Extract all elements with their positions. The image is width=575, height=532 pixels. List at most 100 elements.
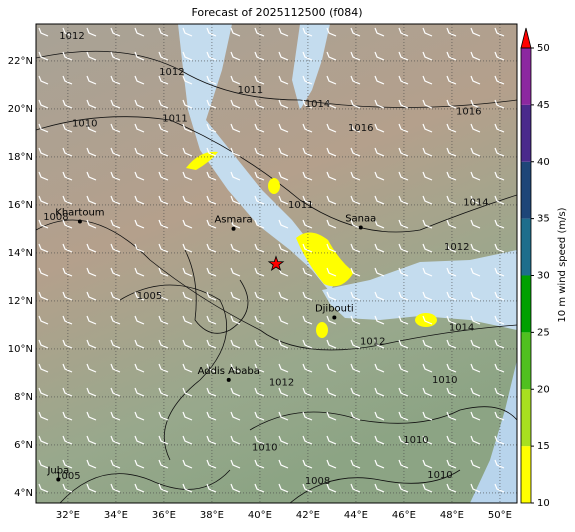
wind-barb [158,315,169,325]
wind-barb [158,291,169,301]
wind-barb [302,99,313,109]
wind-barb [398,27,409,37]
wind-barb [350,435,361,445]
wind-barb [62,75,73,85]
wind-barb [110,339,121,349]
wind-barb [350,363,361,373]
wind-barb [422,99,433,109]
contour-label: 1014 [449,322,474,333]
y-tick-label: 4°N [14,488,33,499]
wind-barb [398,459,409,469]
wind-barb [494,387,505,397]
wind-barb [254,411,265,421]
wind-barb [158,219,169,229]
wind-barb [254,315,265,325]
wind-barb [446,459,457,469]
wind-barb [206,51,217,61]
wind-barb [62,363,73,373]
wind-barb [158,123,169,133]
wind-barb [446,387,457,397]
wind-barb [86,51,97,61]
wind-barb [302,27,313,37]
wind-barb [38,99,49,109]
wind-barb [230,75,241,85]
y-tick-label: 22°N [8,56,33,67]
wind-barb [494,147,505,157]
wind-barb [470,147,481,157]
wind-barb [110,459,121,469]
wind-barb [470,483,481,493]
wind-barb [38,195,49,205]
wind-barb [254,483,265,493]
wind-barb [374,123,385,133]
wind-barb [38,459,49,469]
wind-barb [38,411,49,421]
wind-barb [158,459,169,469]
wind-barb [278,363,289,373]
wind-barb [158,75,169,85]
wind-barb [254,435,265,445]
wind-barb [422,387,433,397]
wind-barb [446,99,457,109]
wind-barb [494,459,505,469]
wind-barb [494,51,505,61]
wind-barb [62,411,73,421]
wind-barb [230,387,241,397]
wind-barb [158,99,169,109]
wind-barb [446,291,457,301]
wind-barb [446,75,457,85]
wind-barb [62,99,73,109]
wind-barb [206,387,217,397]
wind-barb [470,75,481,85]
wind-barb [86,267,97,277]
gulf-of-aden [322,250,517,330]
x-tick-label: 46°E [392,510,416,521]
wind-barb [110,267,121,277]
wind-barb [86,147,97,157]
wind-barb [278,387,289,397]
wind-barb [86,387,97,397]
wind-barb [470,99,481,109]
wind-barb [470,435,481,445]
wind-barb [206,411,217,421]
wind-barb [206,171,217,181]
wind-barb [254,219,265,229]
wind-barb [494,75,505,85]
indian-ocean [470,360,517,503]
contour-label: 1012 [360,337,385,348]
wind-barb [62,147,73,157]
wind-barb [446,435,457,445]
wind-barb [422,171,433,181]
wind-barb [494,363,505,373]
wind-barb [350,387,361,397]
wind-barb [422,291,433,301]
wind-barb [62,291,73,301]
wind-barb [182,123,193,133]
wind-barb [182,387,193,397]
wind-barb [326,315,337,325]
wind-barb [38,387,49,397]
wind-barb [302,315,313,325]
wind-barb [302,147,313,157]
colorbar-tick-label: 10 [537,498,550,509]
y-tick-label: 8°N [14,392,33,403]
wind-barb [62,243,73,253]
wind-barb [350,243,361,253]
wind-barb [182,291,193,301]
wind-barb [110,363,121,373]
wind-barb [398,291,409,301]
wind-barb [278,339,289,349]
wind-barb [374,411,385,421]
wind-barb [230,267,241,277]
colorbar-segment [521,275,531,333]
wind-barb [374,147,385,157]
wind-barb [326,171,337,181]
wind-barb [350,123,361,133]
wind-barb [38,339,49,349]
wind-barb [230,147,241,157]
colorbar-tick-label: 35 [537,214,550,225]
wind-barb [470,219,481,229]
wind-barb [350,147,361,157]
wind-barb [158,411,169,421]
wind-barb [374,75,385,85]
